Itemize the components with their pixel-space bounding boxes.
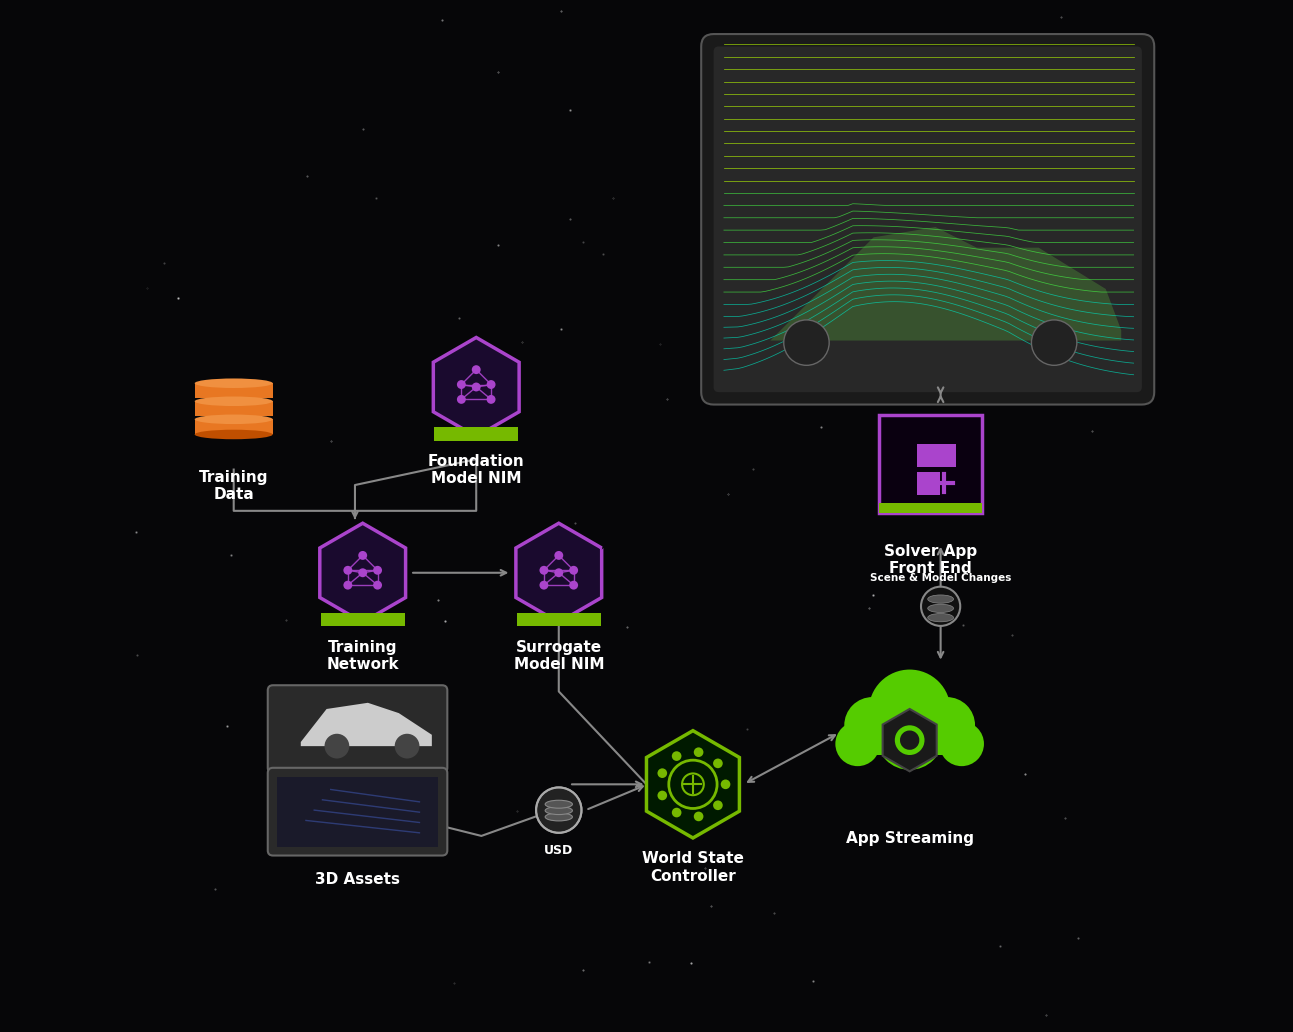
Circle shape [569,566,578,575]
Text: Training
Data: Training Data [199,470,269,502]
Circle shape [539,581,548,589]
Circle shape [555,569,564,577]
Ellipse shape [195,415,273,424]
Ellipse shape [546,813,573,820]
Text: Surrogate
Model NIM: Surrogate Model NIM [513,640,604,672]
Text: Training
Network: Training Network [326,640,400,672]
Text: USD: USD [544,844,573,858]
Ellipse shape [195,379,273,388]
Polygon shape [646,731,740,838]
FancyBboxPatch shape [879,415,981,513]
Circle shape [537,787,582,833]
Circle shape [657,769,667,778]
Circle shape [456,380,465,389]
Bar [517,613,601,626]
Circle shape [672,808,681,817]
Circle shape [344,566,352,575]
Circle shape [569,581,578,589]
Circle shape [486,395,495,404]
Circle shape [869,670,950,751]
Bar [847,733,972,755]
Polygon shape [433,337,518,437]
Circle shape [394,734,419,759]
Bar [277,777,438,847]
Ellipse shape [927,613,953,621]
Circle shape [472,383,481,391]
Circle shape [672,751,681,761]
Ellipse shape [927,605,953,613]
FancyBboxPatch shape [701,34,1155,405]
Circle shape [694,811,703,821]
Polygon shape [883,709,936,771]
Circle shape [657,791,667,800]
Text: Scene & Model Changes: Scene & Model Changes [870,574,1011,583]
Bar [917,472,940,494]
Circle shape [720,779,731,789]
Bar [195,419,273,434]
Polygon shape [740,227,1121,341]
Circle shape [555,551,564,560]
Circle shape [358,551,367,560]
FancyBboxPatch shape [268,768,447,856]
Ellipse shape [546,800,573,808]
Circle shape [472,365,481,375]
Text: World State
Controller: World State Controller [643,851,743,883]
Circle shape [694,747,703,757]
Circle shape [325,734,349,759]
Bar [917,445,940,467]
Circle shape [844,697,901,753]
Circle shape [835,721,881,766]
Bar [195,383,273,398]
Polygon shape [319,523,406,622]
Circle shape [921,586,961,625]
Text: 3D Assets: 3D Assets [315,872,400,888]
Circle shape [712,759,723,768]
Text: Foundation
Model NIM: Foundation Model NIM [428,454,525,486]
Bar [932,445,956,467]
Circle shape [456,395,465,404]
Circle shape [358,569,367,577]
Polygon shape [516,523,601,622]
Ellipse shape [927,594,953,603]
Circle shape [374,566,381,575]
Circle shape [344,581,352,589]
Circle shape [784,320,829,365]
Circle shape [486,380,495,389]
FancyBboxPatch shape [714,46,1142,392]
FancyBboxPatch shape [268,685,447,773]
Text: App Streaming: App Streaming [846,831,974,846]
Text: Solver App
Front End: Solver App Front End [883,544,978,576]
Ellipse shape [546,807,573,814]
Ellipse shape [195,396,273,406]
Ellipse shape [195,429,273,440]
Bar [195,401,273,417]
Bar [434,427,518,441]
Circle shape [877,703,943,770]
Circle shape [918,697,975,753]
Circle shape [940,721,984,766]
Circle shape [1032,320,1077,365]
Bar [879,503,981,513]
Polygon shape [301,703,432,746]
Bar [321,613,405,626]
Circle shape [539,566,548,575]
Circle shape [374,581,381,589]
Circle shape [712,801,723,810]
